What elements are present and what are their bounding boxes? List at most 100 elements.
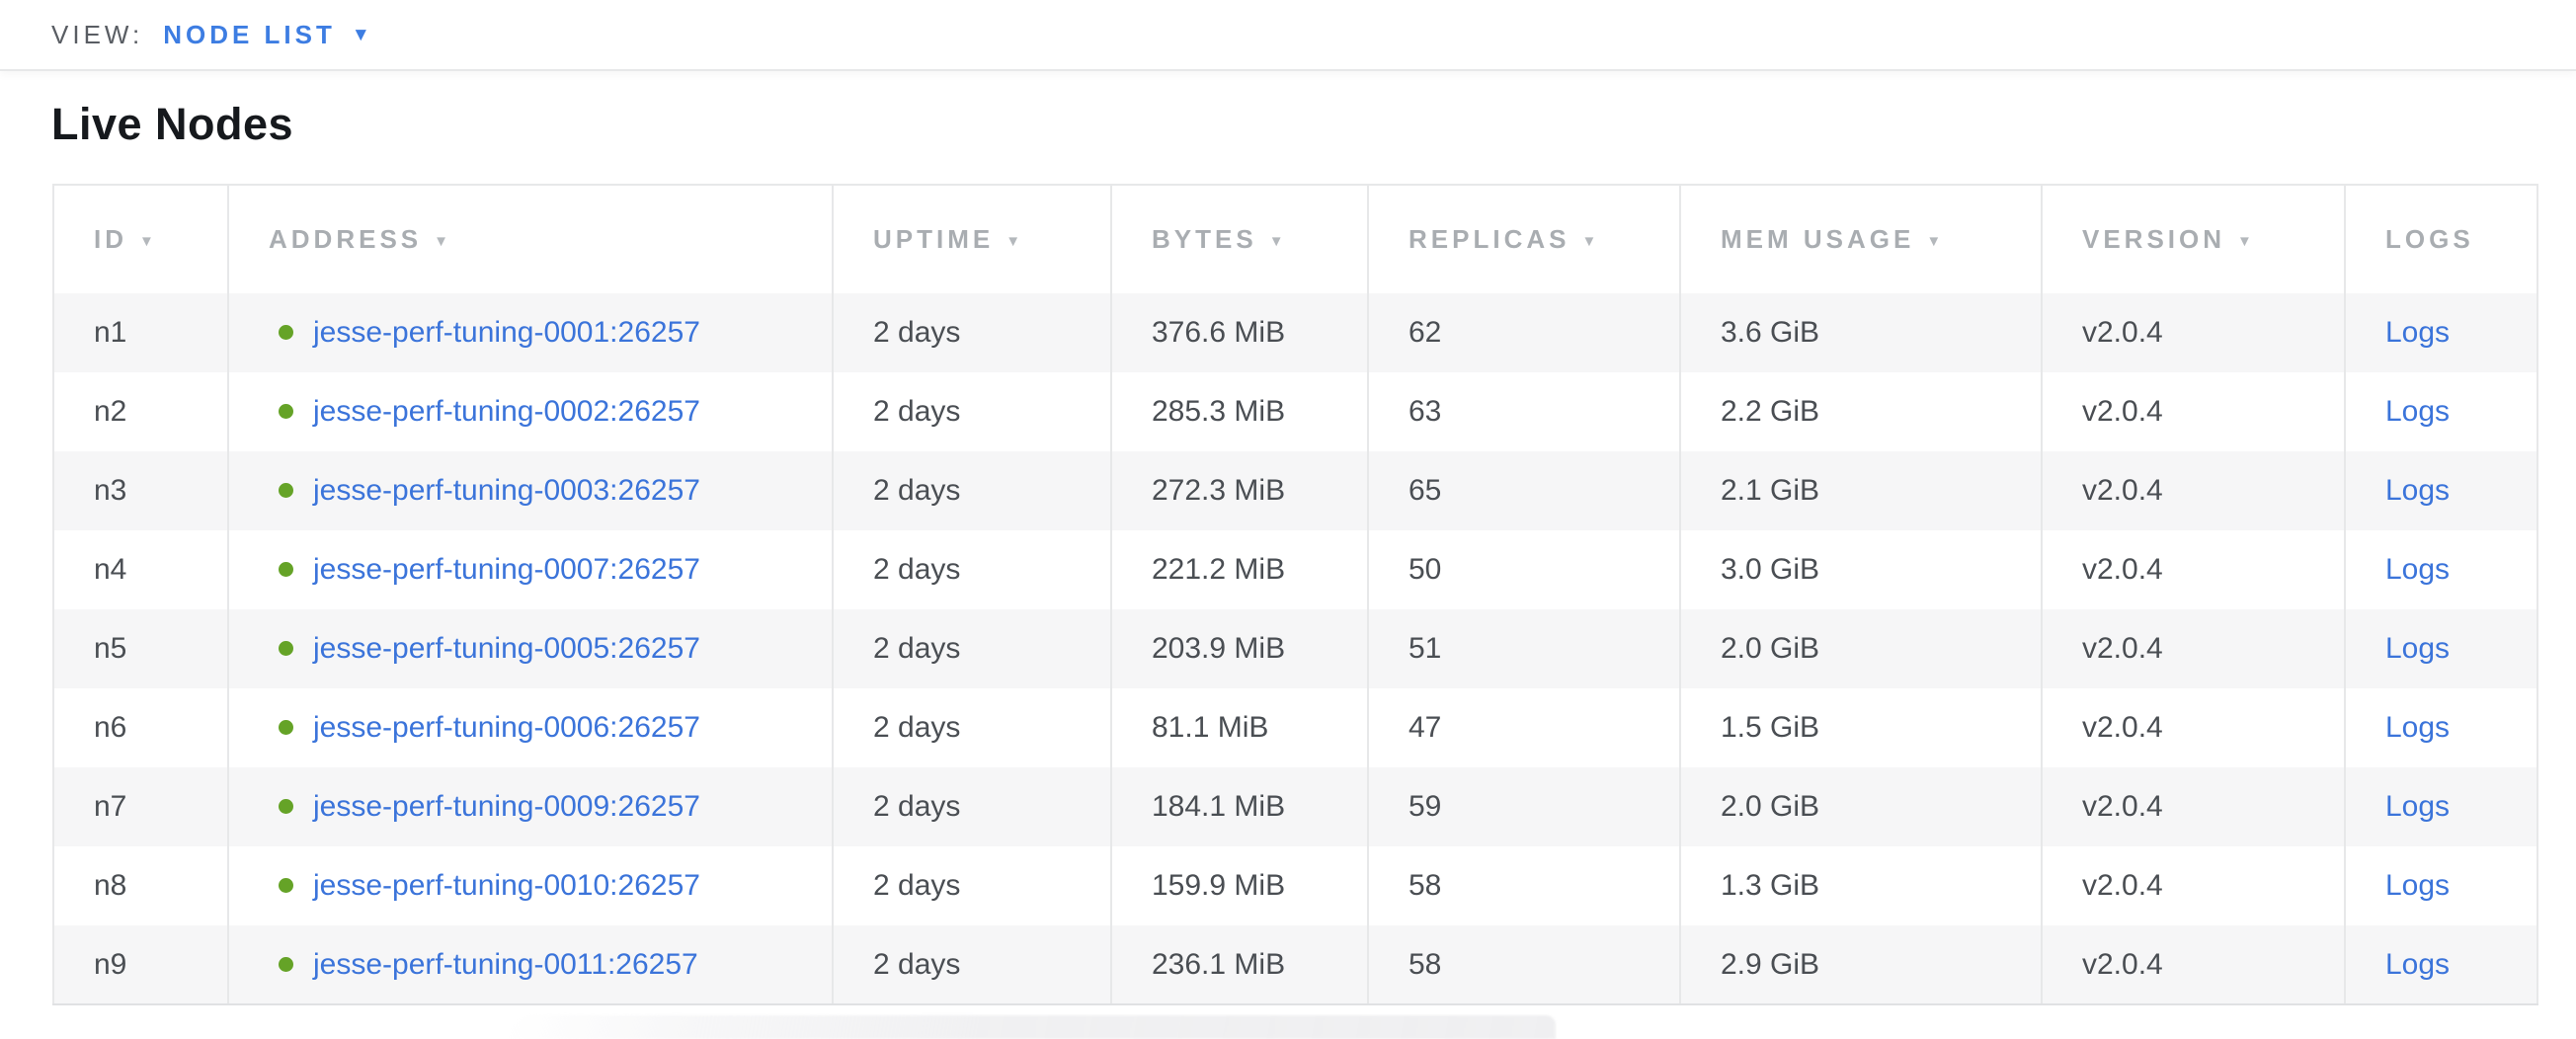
node-address-link[interactable]: jesse-perf-tuning-0007:26257 xyxy=(313,553,700,586)
chevron-down-icon: ▼ xyxy=(351,24,370,45)
node-uptime-cell: 2 days xyxy=(832,925,1111,1005)
view-label: VIEW: xyxy=(51,19,144,49)
node-address-link[interactable]: jesse-perf-tuning-0005:26257 xyxy=(313,632,700,665)
node-logs-cell: Logs xyxy=(2344,925,2538,1005)
table-row: n1 jesse-perf-tuning-0001:26257 2 days 3… xyxy=(52,293,2538,372)
node-replicas-cell: 51 xyxy=(1367,609,1680,688)
node-bytes-cell: 221.2 MiB xyxy=(1110,530,1368,609)
node-address-link[interactable]: jesse-perf-tuning-0010:26257 xyxy=(313,869,700,902)
node-uptime-cell: 2 days xyxy=(832,372,1111,451)
node-mem-usage-cell: 1.3 GiB xyxy=(1679,846,2042,925)
node-id-cell: n7 xyxy=(52,767,228,846)
node-id: n3 xyxy=(94,474,127,507)
node-logs-link[interactable]: Logs xyxy=(2385,711,2451,744)
node-logs-link[interactable]: Logs xyxy=(2385,474,2451,507)
node-address-cell: jesse-perf-tuning-0005:26257 xyxy=(227,609,833,688)
node-uptime-cell: 2 days xyxy=(832,688,1111,767)
node-address-link[interactable]: jesse-perf-tuning-0011:26257 xyxy=(313,947,698,981)
node-logs-link[interactable]: Logs xyxy=(2385,869,2451,902)
node-logs-link[interactable]: Logs xyxy=(2385,947,2451,981)
node-address-cell: jesse-perf-tuning-0002:26257 xyxy=(227,372,833,451)
node-id: n8 xyxy=(94,869,127,902)
node-bytes-cell: 236.1 MiB xyxy=(1110,925,1368,1005)
node-live-status-icon xyxy=(279,720,293,735)
node-mem-usage-cell: 2.0 GiB xyxy=(1679,767,2042,846)
column-header-logs: LOGS xyxy=(2344,184,2538,293)
node-version-cell: v2.0.4 xyxy=(2041,609,2345,688)
table-body: n1 jesse-perf-tuning-0001:26257 2 days 3… xyxy=(52,293,2538,1005)
column-header-label: ID xyxy=(94,224,127,254)
node-bytes-cell: 184.1 MiB xyxy=(1110,767,1368,846)
node-logs-link[interactable]: Logs xyxy=(2385,553,2451,586)
node-address-cell: jesse-perf-tuning-0007:26257 xyxy=(227,530,833,609)
node-uptime-cell: 2 days xyxy=(832,451,1111,530)
sort-caret-icon: ▼ xyxy=(434,233,452,250)
node-live-status-icon xyxy=(279,483,293,498)
next-panel-top-edge xyxy=(509,1015,1556,1039)
node-mem-usage-cell: 3.6 GiB xyxy=(1679,293,2042,372)
column-header-replicas[interactable]: REPLICAS ▼ xyxy=(1367,184,1680,293)
node-bytes-cell: 272.3 MiB xyxy=(1110,451,1368,530)
node-logs-cell: Logs xyxy=(2344,846,2538,925)
node-id: n6 xyxy=(94,711,127,744)
node-mem-usage-cell: 2.2 GiB xyxy=(1679,372,2042,451)
column-header-uptime[interactable]: UPTIME ▼ xyxy=(832,184,1111,293)
node-replicas-cell: 63 xyxy=(1367,372,1680,451)
node-logs-link[interactable]: Logs xyxy=(2385,316,2451,349)
node-logs-cell: Logs xyxy=(2344,372,2538,451)
node-id-cell: n3 xyxy=(52,451,228,530)
node-replicas-cell: 58 xyxy=(1367,925,1680,1005)
node-address-cell: jesse-perf-tuning-0011:26257 xyxy=(227,925,833,1005)
node-address-cell: jesse-perf-tuning-0006:26257 xyxy=(227,688,833,767)
node-logs-cell: Logs xyxy=(2344,293,2538,372)
table-row: n5 jesse-perf-tuning-0005:26257 2 days 2… xyxy=(52,609,2538,688)
node-version-cell: v2.0.4 xyxy=(2041,293,2345,372)
node-address-link[interactable]: jesse-perf-tuning-0003:26257 xyxy=(313,474,700,507)
node-bytes-cell: 159.9 MiB xyxy=(1110,846,1368,925)
node-uptime-cell: 2 days xyxy=(832,293,1111,372)
node-logs-cell: Logs xyxy=(2344,767,2538,846)
node-bytes-cell: 81.1 MiB xyxy=(1110,688,1368,767)
node-address-link[interactable]: jesse-perf-tuning-0002:26257 xyxy=(313,395,700,428)
node-logs-link[interactable]: Logs xyxy=(2385,632,2451,665)
node-logs-cell: Logs xyxy=(2344,688,2538,767)
table-header-row: ID ▼ ADDRESS ▼ UPTIME ▼ BYTES ▼ REPLICAS ▼ MEM USA… xyxy=(52,184,2538,293)
column-header-id[interactable]: ID ▼ xyxy=(52,184,228,293)
node-mem-usage-cell: 3.0 GiB xyxy=(1679,530,2042,609)
node-address-link[interactable]: jesse-perf-tuning-0009:26257 xyxy=(313,790,700,823)
node-logs-cell: Logs xyxy=(2344,609,2538,688)
node-bytes-cell: 376.6 MiB xyxy=(1110,293,1368,372)
node-address-link[interactable]: jesse-perf-tuning-0001:26257 xyxy=(313,316,700,349)
column-header-address[interactable]: ADDRESS ▼ xyxy=(227,184,833,293)
node-version-cell: v2.0.4 xyxy=(2041,846,2345,925)
node-logs-link[interactable]: Logs xyxy=(2385,395,2451,428)
node-id-cell: n8 xyxy=(52,846,228,925)
node-address-link[interactable]: jesse-perf-tuning-0006:26257 xyxy=(313,711,700,744)
view-selector-dropdown[interactable]: NODE LIST ▼ xyxy=(163,20,369,50)
table-row: n8 jesse-perf-tuning-0010:26257 2 days 1… xyxy=(52,846,2538,925)
node-id-cell: n5 xyxy=(52,609,228,688)
node-mem-usage-cell: 2.0 GiB xyxy=(1679,609,2042,688)
node-id-cell: n2 xyxy=(52,372,228,451)
node-live-status-icon xyxy=(279,878,293,893)
node-bytes-cell: 285.3 MiB xyxy=(1110,372,1368,451)
node-id: n1 xyxy=(94,316,127,349)
column-header-label: BYTES xyxy=(1152,224,1257,254)
column-header-mem[interactable]: MEM USAGE ▼ xyxy=(1679,184,2042,293)
node-uptime-cell: 2 days xyxy=(832,767,1111,846)
column-header-label: VERSION xyxy=(2082,224,2226,254)
node-version-cell: v2.0.4 xyxy=(2041,530,2345,609)
view-bar: VIEW: NODE LIST ▼ xyxy=(0,0,2576,71)
node-id-cell: n6 xyxy=(52,688,228,767)
node-id: n9 xyxy=(94,947,127,981)
table-row: n2 jesse-perf-tuning-0002:26257 2 days 2… xyxy=(52,372,2538,451)
column-header-label: REPLICAS xyxy=(1409,224,1570,254)
node-logs-link[interactable]: Logs xyxy=(2385,790,2451,823)
column-header-label: UPTIME xyxy=(873,224,995,254)
node-live-status-icon xyxy=(279,325,293,340)
node-version-cell: v2.0.4 xyxy=(2041,451,2345,530)
live-nodes-table: ID ▼ ADDRESS ▼ UPTIME ▼ BYTES ▼ REPLICAS ▼ MEM USA… xyxy=(52,184,2538,1005)
column-header-version[interactable]: VERSION ▼ xyxy=(2041,184,2345,293)
column-header-bytes[interactable]: BYTES ▼ xyxy=(1110,184,1368,293)
sort-caret-icon: ▼ xyxy=(2237,233,2256,250)
